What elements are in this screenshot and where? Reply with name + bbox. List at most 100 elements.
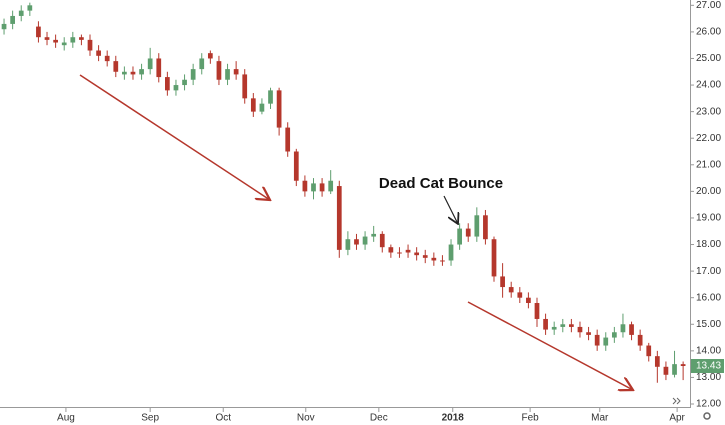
candle-body [268, 90, 273, 104]
annotation: Dead Cat Bounce [379, 175, 503, 192]
y-tick-label: 13.00 [696, 372, 721, 383]
annotation-arrow [443, 195, 458, 224]
candle-body [629, 324, 634, 335]
candle-body [1, 23, 7, 30]
candle-body [36, 26, 41, 38]
candle-body [362, 236, 368, 245]
y-tick-label: 27.00 [696, 0, 721, 11]
candle-body [672, 364, 677, 375]
candle-body [500, 276, 505, 288]
candle-body [302, 180, 308, 192]
y-tick-label: 18.00 [696, 239, 721, 250]
x-tick-label: Apr [669, 413, 685, 424]
x-tick-label: Dec [370, 413, 388, 424]
candle-body [199, 58, 205, 70]
settings-icon[interactable] [703, 412, 711, 420]
y-tick-label: 20.00 [696, 186, 721, 197]
last-price-box [691, 359, 724, 374]
candle-body [165, 77, 170, 91]
candle-body [646, 345, 652, 357]
candle-body [491, 239, 497, 277]
candle-body [233, 69, 239, 75]
candle-body [122, 71, 127, 75]
candle-body [397, 252, 402, 254]
candle-body [534, 303, 540, 319]
x-tick-label: Oct [215, 413, 231, 424]
scroll-icon[interactable] [672, 397, 681, 405]
candle-body [654, 356, 660, 367]
candle-body [517, 292, 523, 298]
x-tick-label: Aug [57, 413, 75, 424]
candle-body [104, 55, 110, 62]
candle-body [216, 61, 222, 80]
candle-body [44, 37, 50, 40]
candle-body [87, 39, 93, 51]
candle-body [577, 326, 583, 333]
y-tick-label: 16.00 [696, 292, 721, 303]
candle-body [508, 287, 514, 293]
candle-body [474, 215, 480, 237]
trend-arrow [467, 301, 633, 390]
candle-body [620, 324, 626, 333]
y-tick-label: 23.00 [696, 106, 721, 117]
candle-body [139, 69, 144, 75]
candle-body [10, 15, 15, 24]
candle-body [130, 71, 136, 75]
y-tick-label: 25.00 [696, 53, 721, 64]
candle-body [405, 249, 411, 253]
candle-body [483, 215, 488, 240]
candle-body [173, 85, 179, 91]
y-tick-label: 21.00 [696, 159, 721, 170]
candle-body [70, 37, 76, 43]
candle-body [603, 337, 609, 346]
y-tick-label: 22.00 [696, 133, 721, 144]
candle-body [250, 98, 256, 112]
candle-body [440, 260, 445, 262]
candle-body [61, 42, 67, 46]
candle-body [354, 239, 359, 245]
trend-arrow [79, 74, 270, 200]
candle-body [637, 334, 643, 346]
candle-body [371, 233, 377, 237]
x-tick-label: Mar [591, 413, 609, 424]
candle-body [569, 324, 574, 327]
candle-body [319, 183, 325, 192]
candle-body [147, 58, 153, 70]
candle-body [225, 69, 230, 80]
candle-body [388, 247, 394, 253]
candle-body [293, 151, 299, 181]
candle-body [328, 180, 334, 192]
candle-body [594, 334, 600, 346]
candle-body [457, 228, 462, 245]
candle-body [207, 53, 213, 59]
candle-body [259, 103, 265, 112]
candle-body [611, 332, 617, 338]
candle-body [79, 37, 84, 40]
last-price-label: 13.43 [696, 361, 721, 372]
candle-body [345, 239, 351, 250]
candle-body [414, 252, 420, 256]
y-tick-label: 17.00 [696, 266, 721, 277]
candle-body [526, 297, 531, 304]
candle-body [53, 39, 58, 43]
y-tick-label: 26.00 [696, 27, 721, 38]
candle-body [96, 50, 101, 56]
candle-body [182, 79, 187, 86]
candle-body [276, 90, 282, 128]
x-tick-label: 2018 [442, 413, 465, 424]
candle-body [431, 257, 437, 261]
x-tick-label: Nov [297, 413, 315, 424]
x-tick-label: Sep [141, 413, 159, 424]
y-tick-label: 12.00 [696, 399, 721, 410]
y-tick-label: 14.00 [696, 345, 721, 356]
candle-body [336, 186, 342, 250]
y-tick-label: 15.00 [696, 319, 721, 330]
candle-body [311, 183, 316, 192]
candle-body [680, 364, 686, 367]
candle-body [551, 326, 557, 330]
x-tick-label: Feb [521, 413, 539, 424]
y-tick-label: 24.00 [696, 80, 721, 91]
candle-body [242, 74, 248, 99]
candle-body [27, 5, 33, 11]
